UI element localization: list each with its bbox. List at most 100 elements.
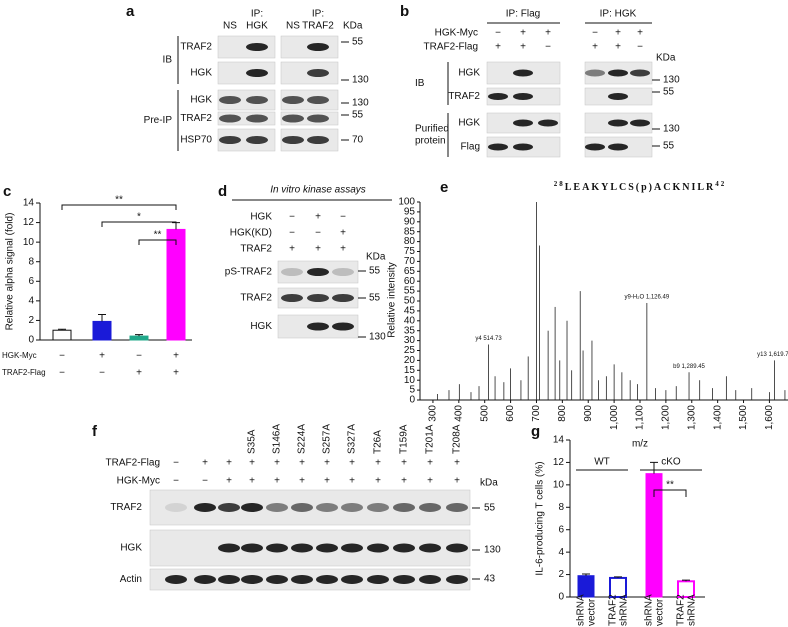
peak-annotation: y4 514.73 [475,336,502,342]
band [307,96,329,104]
row-label: TRAF2 [110,502,142,513]
sign: + [324,458,330,469]
sign: + [340,228,346,239]
band [194,575,216,584]
band [341,543,363,553]
band [165,575,187,584]
sign: + [299,458,305,469]
x-tick-label: 1,200 [661,405,672,430]
sign: + [454,476,460,487]
band [307,294,329,302]
sign: − [637,42,643,53]
sign: − [289,228,295,239]
row-label: HGK [190,95,212,106]
x-tick-label: 300 [428,405,439,422]
band [282,96,304,104]
band [165,503,187,512]
band [608,69,628,77]
marker-label: 55 [369,266,381,277]
y-axis-label: Relative intensity [387,262,398,338]
band [307,69,329,77]
sign: + [427,458,433,469]
sign: + [454,458,460,469]
error-bar [650,461,658,474]
sign: + [274,476,280,487]
sign: − [202,476,208,487]
x-tick-label: 600 [505,405,516,422]
sign: + [615,28,621,39]
band [341,575,363,584]
panel-label: f [92,423,98,440]
sign: + [349,458,355,469]
band [241,503,263,512]
band [246,136,268,144]
sign: + [315,212,321,223]
bar [166,228,186,341]
error-bar [582,573,590,576]
y-tick-label: 30 [404,335,416,346]
marker-label: 70 [352,135,364,146]
band [282,136,304,144]
condition-label: TRAF2-Flag [106,458,160,469]
band [316,543,338,553]
error-bar [98,314,106,322]
y-tick-label: 25 [404,345,416,356]
sign: − [289,212,295,223]
x-tick-label: 700 [531,405,542,422]
unit-label: KDa [366,252,386,263]
band [307,136,329,144]
band [513,143,533,151]
group-label: Pre-IP [144,115,173,126]
band [246,96,268,104]
sign: + [592,42,598,53]
condition-label: HGK-Myc [2,351,37,360]
sign: + [173,351,179,362]
y-tick-label: 10 [404,375,416,386]
mutant-label: S224A [297,424,308,454]
mutant-label: S35A [247,429,258,454]
significance-label: * [137,212,141,223]
band [291,503,313,512]
sign: + [99,351,105,362]
sign: − [340,212,346,223]
band [219,136,241,144]
band [488,143,508,151]
sign: + [520,42,526,53]
band [316,503,338,512]
sign: + [289,244,295,255]
marker-label: 55 [663,141,675,152]
marker-label: 43 [484,574,496,585]
y-tick-label: 8 [28,256,34,267]
significance-label: ** [154,230,162,241]
unit-label: KDa [656,53,676,64]
band [266,575,288,584]
sign: + [274,458,280,469]
unit-label: KDa [343,21,363,32]
sign: + [136,368,142,379]
y-tick-label: 90 [404,216,416,227]
ip-label: IP: Flag [506,9,540,20]
band [266,503,288,512]
significance-label: ** [115,195,123,206]
x-tick-label: vector [655,598,666,626]
marker-label: 55 [352,110,364,121]
band [585,143,605,151]
marker-label: 130 [663,124,680,135]
sign: + [401,458,407,469]
mutant-label: S146A [272,424,283,454]
column-label: NS [286,21,300,32]
row-label: TRAF2 [180,113,212,124]
sign: − [545,42,551,53]
sign: − [59,368,65,379]
marker-label: 130 [663,75,680,86]
band [367,575,389,584]
y-tick-label: 0 [558,592,564,603]
sign: + [349,476,355,487]
y-tick-label: 10 [553,479,565,490]
marker-label: 130 [352,98,369,109]
error-bar [614,576,622,578]
y-tick-label: 65 [404,266,416,277]
band [332,268,354,276]
sign: − [592,28,598,39]
